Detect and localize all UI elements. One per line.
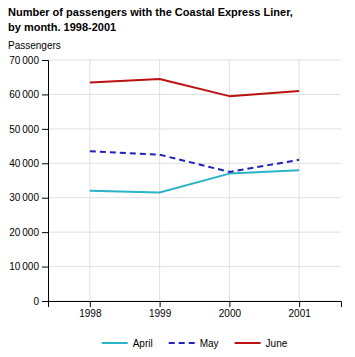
y-axis-tick-label: 20 000 <box>9 227 39 238</box>
y-axis-tick: 10 000 <box>9 261 48 272</box>
legend-label: June <box>266 338 288 349</box>
grid-line-x <box>299 60 300 301</box>
y-axis-tick-label: 50 000 <box>9 124 39 135</box>
x-axis-tick-label: 2001 <box>289 308 312 319</box>
y-axis-tick: 30 000 <box>9 192 48 203</box>
y-axis-tick-mark <box>42 232 48 233</box>
x-axis-tick-mark <box>229 301 230 307</box>
y-axis-tick: 0 <box>33 296 48 307</box>
grid-line-y <box>48 128 341 129</box>
y-axis-tick: 40 000 <box>9 158 48 169</box>
x-axis-tick: 2001 <box>289 301 312 319</box>
y-axis-tick-mark <box>42 163 48 164</box>
series-line <box>90 151 299 172</box>
grid-line-x <box>89 60 90 301</box>
y-axis: 0 10 000 20 000 30 000 40 000 50 000 60 000 70 … <box>9 55 48 307</box>
x-axis-tick: 1999 <box>149 301 172 319</box>
x-axis-tick-label: 1999 <box>149 308 172 319</box>
x-axis-line <box>49 302 342 308</box>
title: Number of passengers with the Coastal Ex… <box>8 6 293 18</box>
chart-container: Number of passengers with the Coastal Ex… <box>0 0 355 357</box>
legend-label: May <box>200 338 219 349</box>
x-axis-tick-label: 2000 <box>219 308 242 319</box>
x-axis: 1998 1999 2000 2001 <box>49 301 342 319</box>
grid-line-x <box>159 60 160 301</box>
y-axis-tick: 60 000 <box>9 89 48 100</box>
y-axis-tick: 70 000 <box>9 55 48 66</box>
legend-label: April <box>133 338 153 349</box>
grid <box>48 60 341 301</box>
y-axis-tick: 50 000 <box>9 124 48 135</box>
x-axis-tick: 1998 <box>79 301 102 319</box>
plot-area: 1998 1999 2000 2001 0 10 000 20 000 30 000 40 00… <box>9 55 341 319</box>
y-axis-tick-label: 60 000 <box>9 89 39 100</box>
subtitle: by month. 1998-2001 <box>8 21 116 33</box>
legend-item: April <box>102 338 153 349</box>
legend-item: May <box>169 338 219 349</box>
series-line <box>90 79 299 96</box>
y-axis-title: Passengers <box>8 40 61 51</box>
y-axis-tick-mark <box>42 267 48 268</box>
grid-line-y <box>48 232 341 233</box>
x-axis-tick-label: 1998 <box>79 308 102 319</box>
y-axis-tick-mark <box>42 94 48 95</box>
legend-swatch <box>169 342 195 344</box>
legend-swatch <box>102 342 128 344</box>
chart: Number of passengers with the Coastal Ex… <box>0 0 355 357</box>
series-line <box>90 170 299 192</box>
legend-swatch <box>235 342 261 344</box>
y-axis-tick: 20 000 <box>9 227 48 238</box>
y-axis-line <box>42 61 49 302</box>
legend: April May June <box>102 338 288 349</box>
x-axis-tick-mark <box>160 301 161 307</box>
y-axis-tick-label: 0 <box>33 296 39 307</box>
y-axis-tick-label: 30 000 <box>9 192 39 203</box>
x-axis-tick-mark <box>90 301 91 307</box>
y-axis-tick-label: 40 000 <box>9 158 39 169</box>
y-axis-tick-mark <box>42 198 48 199</box>
y-axis-tick-label: 10 000 <box>9 261 39 272</box>
x-axis-tick-mark <box>299 301 300 307</box>
y-axis-tick-mark <box>42 60 48 61</box>
x-axis-tick: 2000 <box>219 301 242 319</box>
y-axis-tick-label: 70 000 <box>9 55 39 66</box>
grid-line-y <box>48 60 341 61</box>
legend-item: June <box>235 338 288 349</box>
y-axis-tick-mark <box>42 129 48 130</box>
y-axis-tick-mark <box>42 301 48 302</box>
grid-line-y <box>48 197 341 198</box>
grid-line-y <box>48 266 341 267</box>
series-group <box>90 79 299 193</box>
grid-line-y <box>48 94 341 95</box>
